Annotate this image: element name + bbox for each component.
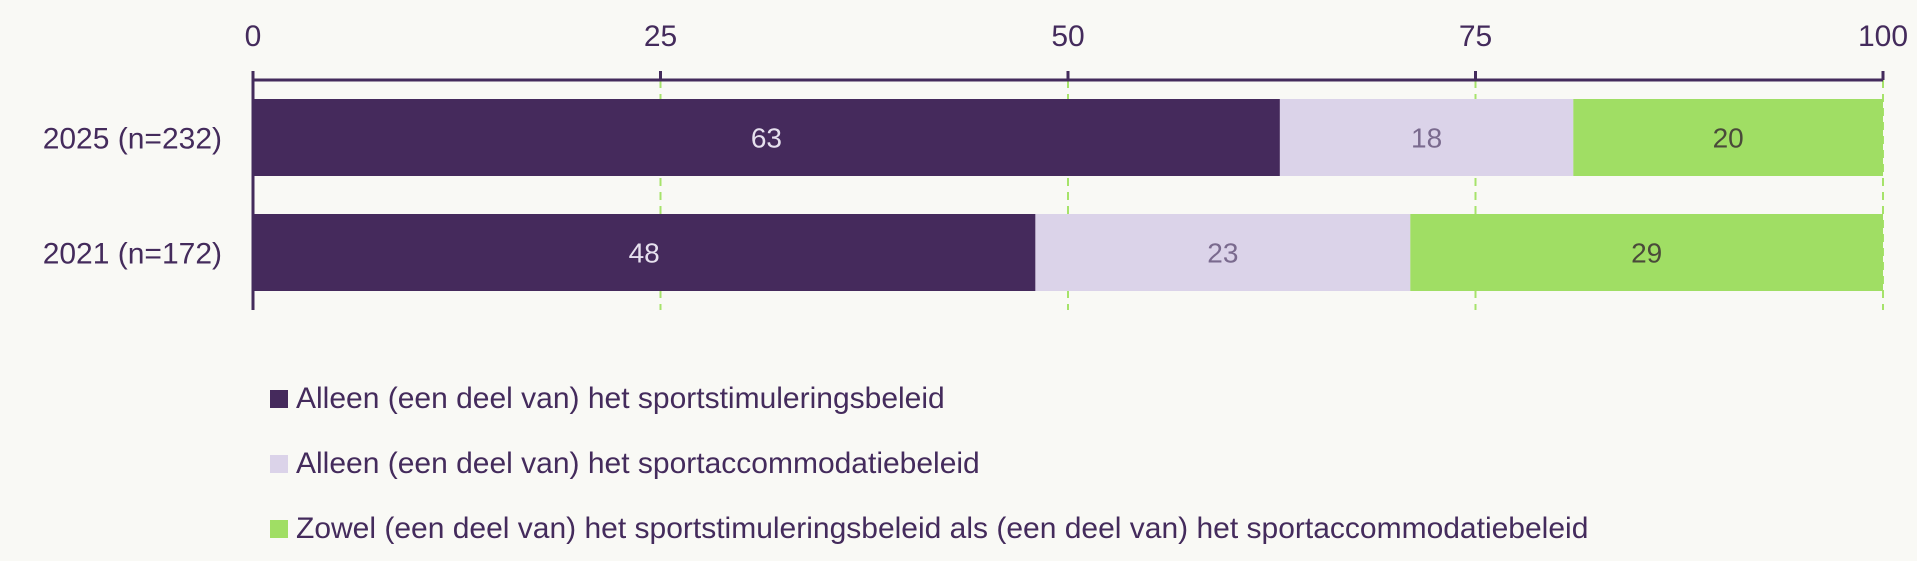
data-label: 20 <box>1713 123 1744 154</box>
bar-segment <box>1279 99 1574 176</box>
data-label: 29 <box>1631 238 1662 269</box>
legend-swatch <box>270 389 288 408</box>
bar-segment <box>253 214 1036 291</box>
gridlines <box>659 80 1884 310</box>
x-tick-label: 0 <box>245 20 262 53</box>
legend-item: Alleen (een deel van) het sportaccommoda… <box>270 431 1588 496</box>
legend-label: Zowel (een deel van) het sportstimulerin… <box>296 511 1589 545</box>
legend-label: Alleen (een deel van) het sportstimuleri… <box>296 381 945 415</box>
x-tick-label: 100 <box>1858 20 1908 53</box>
x-tick-label: 25 <box>644 20 677 53</box>
legend-swatch <box>270 454 288 473</box>
legend: Alleen (een deel van) het sportstimuleri… <box>270 366 1588 561</box>
legend-item: Alleen (een deel van) het sportstimuleri… <box>270 366 1588 431</box>
category-label: 2025 (n=232) <box>43 123 222 156</box>
labels: 0 25 50 75 100 63 18 20 2025 (n=232) 48 23 29 2021 (… <box>43 20 1908 271</box>
stacked-bar-chart: 0 25 50 75 100 63 18 20 2025 (n=232) 48 23 29 2021 (… <box>43 20 1908 310</box>
bar-segment <box>253 99 1280 176</box>
bar-segment <box>1410 214 1883 291</box>
legend-swatch <box>270 519 288 538</box>
bar-segment <box>1573 99 1883 176</box>
bar-segment <box>1035 214 1411 291</box>
legend-label: Alleen (een deel van) het sportaccommoda… <box>296 446 980 480</box>
data-label: 63 <box>751 123 782 154</box>
legend-item: Zowel (een deel van) het sportstimulerin… <box>270 496 1588 561</box>
bars <box>253 99 1883 291</box>
x-tick-label: 75 <box>1459 20 1492 53</box>
data-label: 23 <box>1207 238 1238 269</box>
data-label: 48 <box>629 238 660 269</box>
data-label: 18 <box>1411 123 1442 154</box>
axes <box>251 71 1885 310</box>
x-tick-label: 50 <box>1051 20 1084 53</box>
category-label: 2021 (n=172) <box>43 238 222 271</box>
